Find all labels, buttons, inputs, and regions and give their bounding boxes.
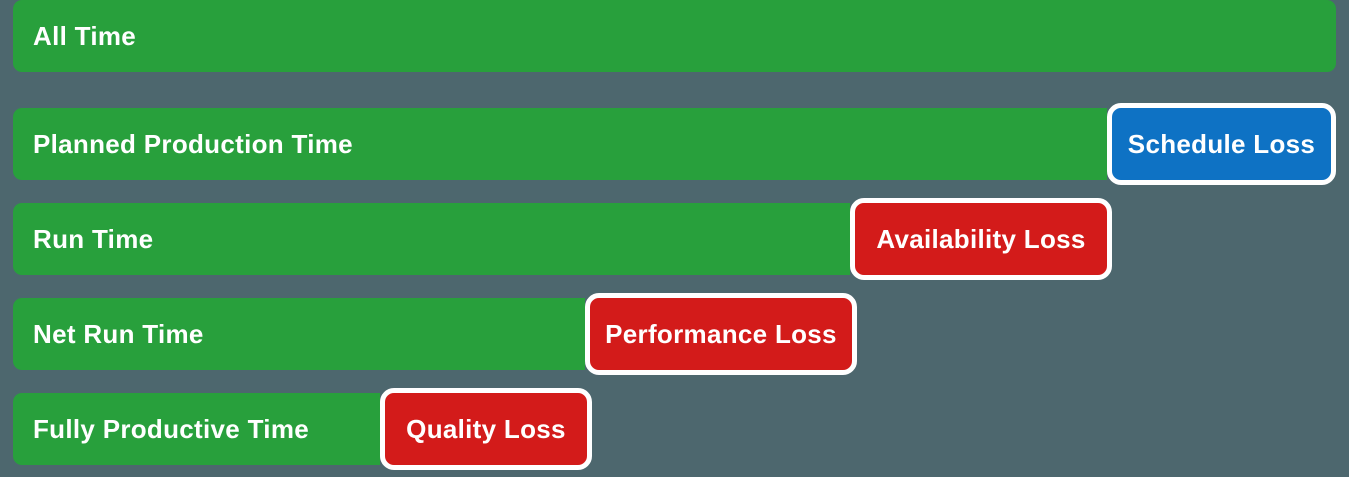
net-run-time-label: Net Run Time	[33, 318, 204, 349]
planned-production-time-bar: Planned Production Time	[13, 108, 1107, 180]
performance-loss-box: Performance Loss	[585, 293, 857, 375]
quality-loss-box: Quality Loss	[380, 388, 592, 470]
net-run-time-bar: Net Run Time	[13, 298, 585, 370]
run-time-bar: Run Time	[13, 203, 850, 275]
schedule-loss-label: Schedule Loss	[1127, 128, 1316, 159]
row-net-run-time: Net Run Time Performance Loss	[13, 293, 1336, 375]
row-all-time: All Time	[13, 0, 1336, 72]
schedule-loss-box: Schedule Loss	[1107, 103, 1336, 185]
row-fully-productive-time: Fully Productive Time Quality Loss	[13, 388, 1336, 470]
row-run-time: Run Time Availability Loss	[13, 198, 1336, 280]
all-time-bar: All Time	[13, 0, 1336, 72]
quality-loss-label: Quality Loss	[406, 413, 566, 444]
row-planned-production-time: Planned Production Time Schedule Loss	[13, 103, 1336, 185]
fully-productive-time-label: Fully Productive Time	[33, 413, 309, 444]
performance-loss-label: Performance Loss	[605, 318, 837, 349]
availability-loss-box: Availability Loss	[850, 198, 1112, 280]
availability-loss-label: Availability Loss	[876, 223, 1086, 254]
planned-production-time-label: Planned Production Time	[33, 128, 353, 159]
run-time-label: Run Time	[33, 223, 154, 254]
all-time-label: All Time	[33, 20, 137, 51]
fully-productive-time-bar: Fully Productive Time	[13, 393, 380, 465]
